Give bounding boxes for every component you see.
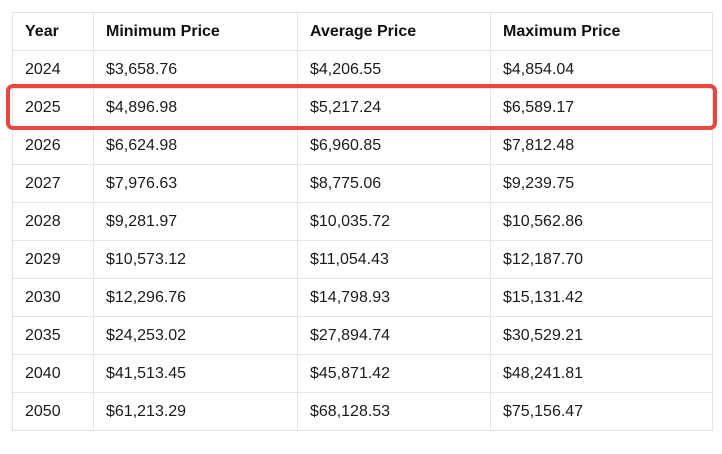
header-row: Year Minimum Price Average Price Maximum… — [12, 12, 713, 51]
table-row: 2050 $61,213.29 $68,128.53 $75,156.47 — [12, 392, 713, 431]
cell-year: 2028 — [12, 202, 94, 241]
cell-minimum-price: $10,573.12 — [93, 240, 298, 279]
cell-minimum-price: $61,213.29 — [93, 392, 298, 431]
cell-maximum-price: $4,854.04 — [490, 50, 713, 89]
table-row: 2026 $6,624.98 $6,960.85 $7,812.48 — [12, 126, 713, 165]
table-row: 2040 $41,513.45 $45,871.42 $48,241.81 — [12, 354, 713, 393]
cell-year: 2050 — [12, 392, 94, 431]
cell-year: 2035 — [12, 316, 94, 355]
cell-year: 2040 — [12, 354, 94, 393]
cell-maximum-price: $30,529.21 — [490, 316, 713, 355]
cell-minimum-price: $24,253.02 — [93, 316, 298, 355]
cell-maximum-price: $10,562.86 — [490, 202, 713, 241]
cell-minimum-price: $7,976.63 — [93, 164, 298, 203]
column-header-minimum-price: Minimum Price — [93, 12, 298, 51]
cell-average-price: $10,035.72 — [297, 202, 491, 241]
column-header-maximum-price: Maximum Price — [490, 12, 713, 51]
cell-average-price: $45,871.42 — [297, 354, 491, 393]
cell-year: 2025 — [12, 88, 94, 127]
price-table-wrapper: Year Minimum Price Average Price Maximum… — [6, 12, 717, 431]
table-row: 2027 $7,976.63 $8,775.06 $9,239.75 — [12, 164, 713, 203]
cell-year: 2024 — [12, 50, 94, 89]
cell-average-price: $6,960.85 — [297, 126, 491, 165]
cell-minimum-price: $4,896.98 — [93, 88, 298, 127]
cell-minimum-price: $6,624.98 — [93, 126, 298, 165]
cell-maximum-price: $48,241.81 — [490, 354, 713, 393]
cell-maximum-price: $15,131.42 — [490, 278, 713, 317]
cell-minimum-price: $41,513.45 — [93, 354, 298, 393]
cell-average-price: $11,054.43 — [297, 240, 491, 279]
cell-year: 2026 — [12, 126, 94, 165]
cell-average-price: $4,206.55 — [297, 50, 491, 89]
cell-year: 2029 — [12, 240, 94, 279]
cell-maximum-price: $7,812.48 — [490, 126, 713, 165]
price-prediction-table: Year Minimum Price Average Price Maximum… — [12, 12, 713, 431]
column-header-year: Year — [12, 12, 94, 51]
cell-average-price: $8,775.06 — [297, 164, 491, 203]
table-row: 2025 $4,896.98 $5,217.24 $6,589.17 — [12, 88, 713, 127]
column-header-average-price: Average Price — [297, 12, 491, 51]
table-row: 2029 $10,573.12 $11,054.43 $12,187.70 — [12, 240, 713, 279]
cell-average-price: $27,894.74 — [297, 316, 491, 355]
cell-year: 2027 — [12, 164, 94, 203]
cell-maximum-price: $12,187.70 — [490, 240, 713, 279]
cell-year: 2030 — [12, 278, 94, 317]
cell-minimum-price: $3,658.76 — [93, 50, 298, 89]
table-row: 2030 $12,296.76 $14,798.93 $15,131.42 — [12, 278, 713, 317]
cell-average-price: $5,217.24 — [297, 88, 491, 127]
table-row: 2035 $24,253.02 $27,894.74 $30,529.21 — [12, 316, 713, 355]
table-body: 2024 $3,658.76 $4,206.55 $4,854.04 2025 $4,89… — [12, 50, 713, 431]
cell-maximum-price: $6,589.17 — [490, 88, 713, 127]
cell-maximum-price: $75,156.47 — [490, 392, 713, 431]
cell-minimum-price: $9,281.97 — [93, 202, 298, 241]
cell-minimum-price: $12,296.76 — [93, 278, 298, 317]
cell-average-price: $68,128.53 — [297, 392, 491, 431]
table-row: 2024 $3,658.76 $4,206.55 $4,854.04 — [12, 50, 713, 89]
cell-average-price: $14,798.93 — [297, 278, 491, 317]
table-row: 2028 $9,281.97 $10,035.72 $10,562.86 — [12, 202, 713, 241]
cell-maximum-price: $9,239.75 — [490, 164, 713, 203]
